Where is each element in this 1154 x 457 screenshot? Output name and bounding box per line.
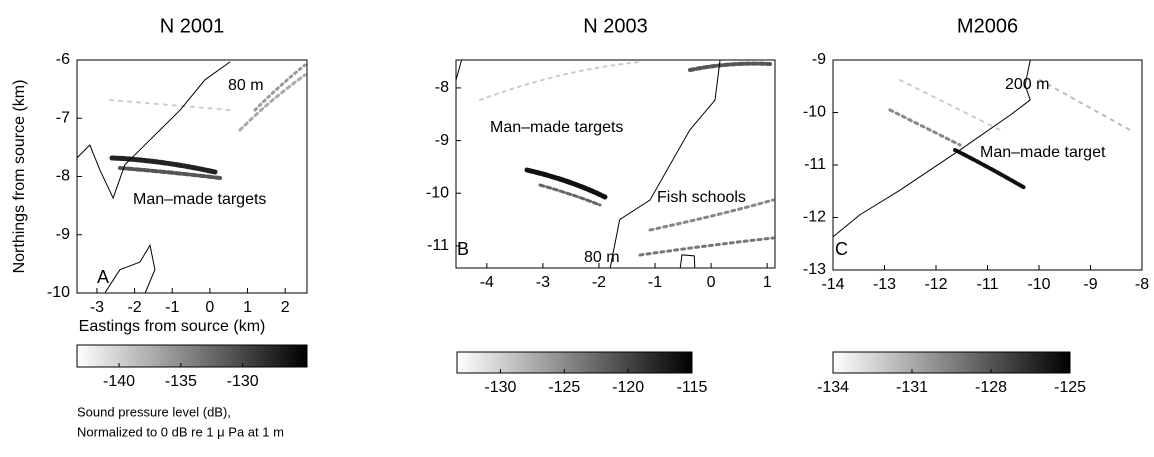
colorbar-tick-label: -131 xyxy=(896,379,928,396)
colorbar xyxy=(456,351,693,374)
x-tick-label: -1 xyxy=(648,274,662,291)
y-tick-label: -8 xyxy=(56,168,70,185)
x-tick-label: -3 xyxy=(90,299,104,316)
depth-contour xyxy=(76,61,231,200)
contour-label: 80 m xyxy=(228,77,264,94)
colorbar-tick-label: -128 xyxy=(975,379,1007,396)
y-tick-label: -10 xyxy=(47,284,70,301)
y-tick-label: -7 xyxy=(56,109,70,126)
x-tick-label: -11 xyxy=(977,276,999,293)
y-tick-label: -10 xyxy=(426,184,449,201)
colorbar-tick-label: -130 xyxy=(484,379,516,396)
y-tick-label: -8 xyxy=(435,79,449,96)
depth-contour xyxy=(609,59,721,269)
x-tick-label: -12 xyxy=(924,276,947,293)
x-tick-label: -14 xyxy=(821,276,844,293)
plot-frame xyxy=(455,59,776,269)
colorbar xyxy=(832,351,1071,374)
colorbar-tick-label: -135 xyxy=(165,373,197,390)
x-tick-label: -2 xyxy=(127,299,141,316)
depth-contour xyxy=(104,243,156,294)
y-tick-label: -11 xyxy=(804,156,826,173)
colorbar-tick-label: -125 xyxy=(548,379,580,396)
colorbar-label: Sound pressure level (dB), xyxy=(77,404,231,419)
x-tick-label: -13 xyxy=(873,276,896,293)
x-tick-label: -4 xyxy=(480,274,494,291)
x-tick-label: -1 xyxy=(165,299,179,316)
x-tick-label: -2 xyxy=(592,274,606,291)
x-tick-label: -10 xyxy=(1027,276,1050,293)
x-tick-label: -3 xyxy=(536,274,550,291)
x-tick-label: 0 xyxy=(707,274,716,291)
x-tick-label: -8 xyxy=(1135,276,1149,293)
chart-title: N 2001 xyxy=(160,15,225,37)
panel-label: C xyxy=(835,239,848,259)
y-tick-label: -10 xyxy=(803,104,826,121)
colorbar-tick-label: -130 xyxy=(227,373,259,390)
annotation: Fish schools xyxy=(657,189,746,206)
y-tick-label: -11 xyxy=(427,237,449,254)
y-tick-label: -13 xyxy=(803,261,826,278)
x-tick-label: -9 xyxy=(1083,276,1097,293)
x-axis-label: Eastings from source (km) xyxy=(79,318,266,335)
echo-streaks xyxy=(109,61,1131,257)
y-axis-label: Northings from source (km) xyxy=(11,80,28,274)
contour-label: 80 m xyxy=(584,249,620,266)
x-tick-label: 0 xyxy=(205,299,214,316)
x-tick-label: 1 xyxy=(763,274,772,291)
depth-contour xyxy=(679,254,696,269)
colorbar-tick-label: -120 xyxy=(612,379,644,396)
contour-label: 200 m xyxy=(1005,76,1049,93)
annotation: Man–made targets xyxy=(133,191,266,208)
colorbar-tick-label: -125 xyxy=(1054,379,1086,396)
panel-label: B xyxy=(457,239,469,259)
y-tick-label: -9 xyxy=(812,51,826,68)
chart-title: M2006 xyxy=(957,15,1018,37)
y-tick-label: -6 xyxy=(56,51,70,68)
panel-label: A xyxy=(97,267,109,287)
annotation: Man–made target xyxy=(980,144,1106,161)
colorbar-label: Normalized to 0 dB re 1 μ Pa at 1 m xyxy=(77,424,284,439)
colorbar xyxy=(76,344,308,368)
annotation: Man–made targets xyxy=(490,119,623,136)
colorbar-tick-label: -115 xyxy=(677,379,708,396)
depth-contour xyxy=(455,59,463,81)
colorbar-tick-label: -134 xyxy=(817,379,849,396)
y-tick-label: -9 xyxy=(56,226,70,243)
depth-contour xyxy=(832,59,1031,238)
x-tick-label: 1 xyxy=(243,299,252,316)
colorbar-tick-label: -140 xyxy=(103,373,135,390)
y-tick-label: -9 xyxy=(435,132,449,149)
x-tick-label: 2 xyxy=(281,299,290,316)
y-tick-label: -12 xyxy=(803,209,826,226)
chart-title: N 2003 xyxy=(583,15,648,37)
